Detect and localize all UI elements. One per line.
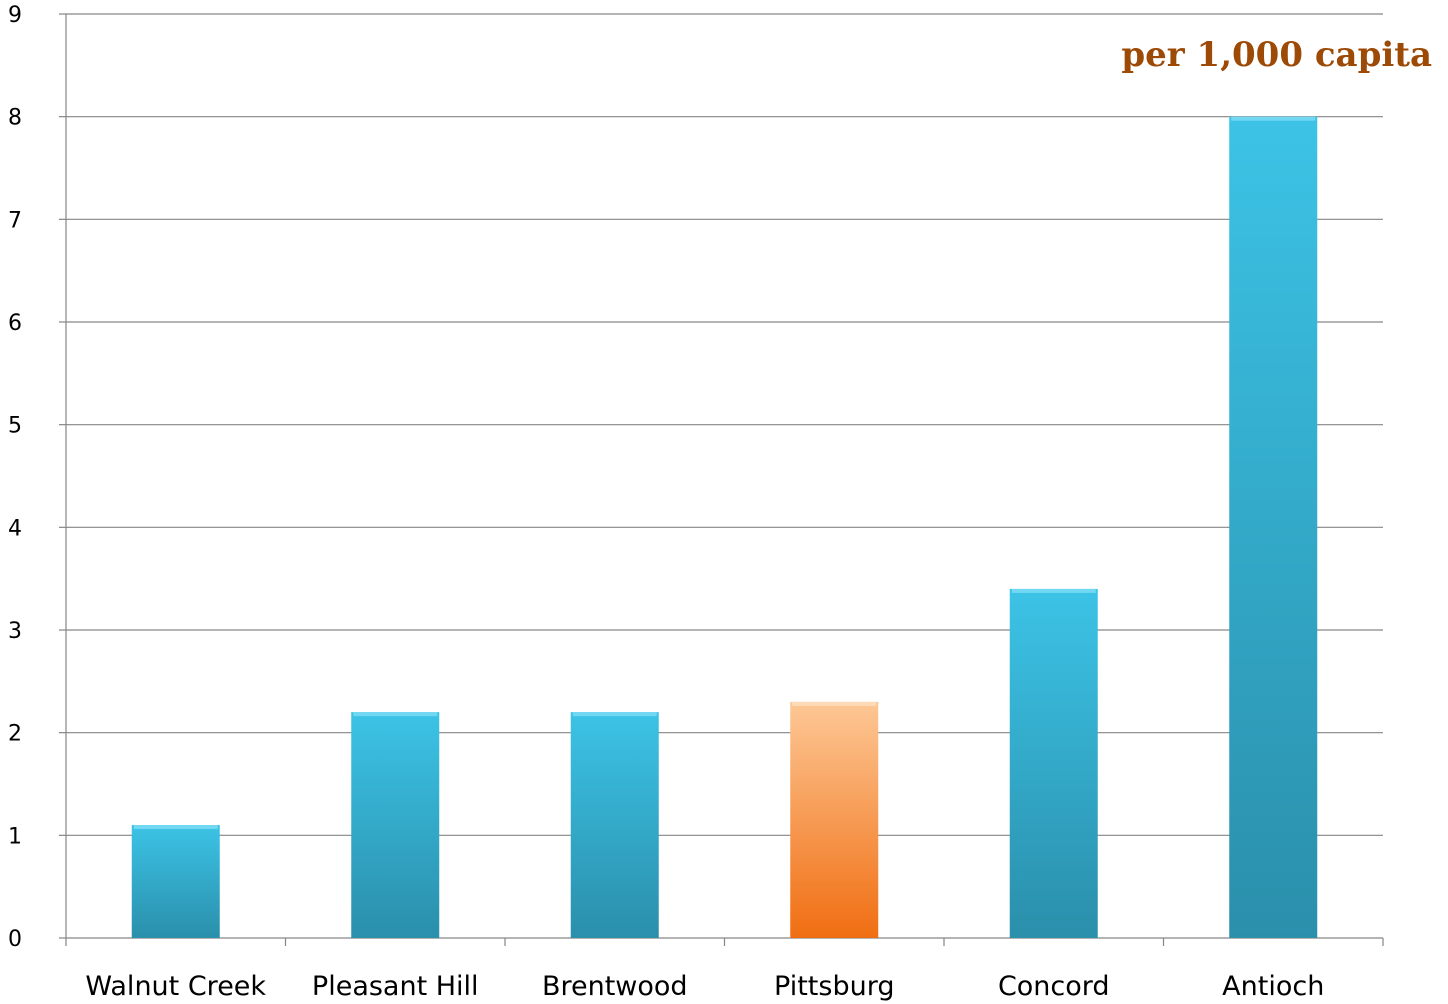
x-tick-label: Brentwood (542, 971, 688, 1002)
y-tick-label: 1 (8, 824, 22, 849)
chart-annotation: per 1,000 capita (1121, 35, 1432, 75)
bar-walnut-creek (131, 825, 220, 938)
bar-antioch (1229, 116, 1318, 938)
x-tick-labels: Walnut Creek Pleasant Hill Brentwood Pittsb… (85, 971, 1324, 1002)
bar-bevel (792, 701, 877, 706)
y-tick-label: 6 (8, 311, 22, 336)
y-tick-label: 4 (8, 516, 22, 541)
bar-pleasant-hill (351, 712, 440, 938)
bar-bevel (353, 712, 438, 717)
bar-brentwood (570, 712, 659, 938)
y-tick-label: 2 (8, 722, 22, 747)
bar-bevel (1231, 116, 1316, 121)
bar-pittsburg (790, 701, 879, 938)
y-tick-label: 5 (8, 414, 22, 439)
x-tick-label: Pittsburg (774, 971, 894, 1002)
bar-bevel (133, 825, 218, 830)
y-tick-label: 7 (8, 208, 22, 233)
y-tick-label: 0 (8, 927, 22, 952)
gridlines (66, 13, 1383, 836)
bar-bevel (1011, 588, 1096, 593)
x-tick-label: Concord (998, 971, 1110, 1002)
x-tick-label: Pleasant Hill (312, 971, 479, 1002)
y-tick-label: 9 (8, 3, 22, 28)
y-tick-label: 8 (8, 106, 22, 131)
y-tick-labels: 0 1 2 3 4 5 6 7 8 9 (8, 3, 22, 952)
bar-bevel (572, 712, 657, 717)
x-tick-label: Antioch (1222, 971, 1324, 1002)
bar-concord (1009, 588, 1098, 938)
bars (131, 116, 1318, 938)
y-tick-label: 3 (8, 619, 22, 644)
x-tick-label: Walnut Creek (85, 971, 266, 1002)
axes (59, 13, 1384, 946)
